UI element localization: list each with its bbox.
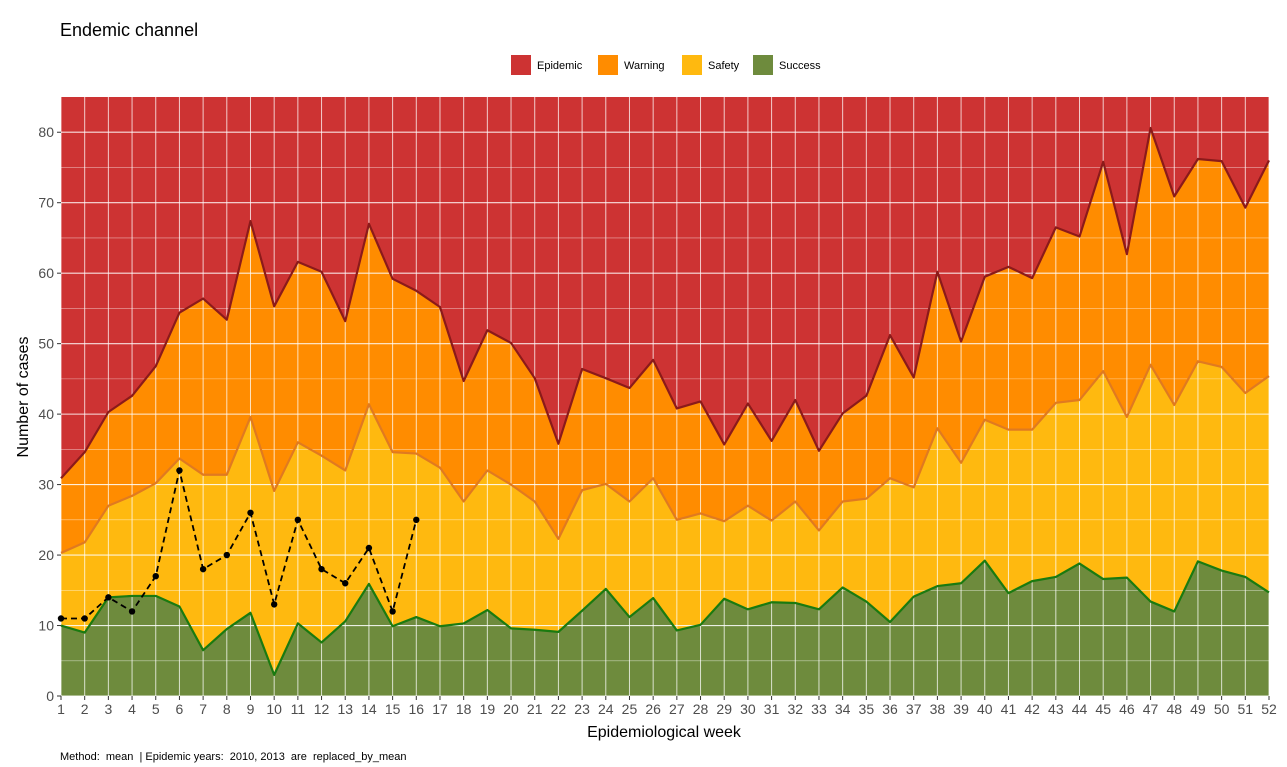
current-point bbox=[389, 608, 396, 615]
y-axis-title: Number of cases bbox=[15, 337, 32, 458]
current-point bbox=[105, 594, 112, 601]
x-tick-label: 20 bbox=[503, 701, 519, 717]
x-tick-label: 42 bbox=[1024, 701, 1040, 717]
x-tick-label: 37 bbox=[906, 701, 922, 717]
legend-key-success bbox=[753, 55, 773, 75]
x-tick-label: 25 bbox=[622, 701, 638, 717]
current-point bbox=[223, 551, 231, 559]
y-tick-label: 10 bbox=[38, 618, 54, 634]
x-tick-label: 28 bbox=[693, 701, 709, 717]
x-tick-label: 3 bbox=[104, 701, 112, 717]
x-tick-label: 43 bbox=[1048, 701, 1064, 717]
x-tick-label: 21 bbox=[527, 701, 543, 717]
x-tick-label: 35 bbox=[859, 701, 875, 717]
x-tick-label: 41 bbox=[1001, 701, 1017, 717]
y-tick-label: 30 bbox=[38, 477, 54, 493]
x-tick-label: 7 bbox=[199, 701, 207, 717]
x-tick-label: 49 bbox=[1190, 701, 1206, 717]
x-tick-label: 18 bbox=[456, 701, 472, 717]
x-tick-label: 33 bbox=[811, 701, 827, 717]
current-point bbox=[81, 615, 88, 622]
legend-key-safety bbox=[682, 55, 702, 75]
y-tick-label: 0 bbox=[46, 688, 54, 704]
band-line-safety bbox=[60, 360, 1270, 554]
current-point bbox=[152, 573, 159, 580]
caption: Method: mean | Epidemic years: 2010, 201… bbox=[60, 751, 407, 763]
current-point bbox=[247, 509, 254, 516]
x-tick-label: 23 bbox=[574, 701, 590, 717]
current-point bbox=[413, 516, 420, 524]
legend-label-safety: Safety bbox=[708, 60, 740, 72]
x-tick-label: 1 bbox=[57, 701, 65, 717]
current-point bbox=[199, 565, 207, 573]
x-tick-label: 22 bbox=[551, 701, 567, 717]
band-line-warning bbox=[60, 126, 1270, 479]
x-tick-label: 14 bbox=[361, 701, 377, 717]
x-axis-title: Epidemiological week bbox=[587, 724, 742, 741]
x-tick-label: 27 bbox=[669, 701, 685, 717]
x-tick-label: 30 bbox=[740, 701, 756, 717]
x-tick-label: 48 bbox=[1166, 701, 1182, 717]
x-tick-label: 19 bbox=[480, 701, 496, 717]
x-tick-label: 24 bbox=[598, 701, 614, 717]
current-point bbox=[128, 608, 136, 615]
x-tick-label: 31 bbox=[764, 701, 780, 717]
current-cases-series bbox=[57, 467, 420, 622]
x-tick-label: 9 bbox=[247, 701, 255, 717]
x-tick-label: 40 bbox=[977, 701, 993, 717]
x-tick-label: 17 bbox=[432, 701, 448, 717]
current-point bbox=[318, 565, 325, 573]
legend-label-success: Success bbox=[779, 60, 821, 72]
x-tick-label: 36 bbox=[882, 701, 898, 717]
x-tick-label: 34 bbox=[835, 701, 851, 717]
x-tick-label: 11 bbox=[291, 701, 306, 717]
x-tick-label: 26 bbox=[645, 701, 661, 717]
legend-key-epidemic bbox=[511, 55, 531, 75]
band-boundary-lines bbox=[60, 126, 1270, 676]
current-point bbox=[365, 544, 373, 552]
x-tick-label: 6 bbox=[176, 701, 184, 717]
y-tick-label: 60 bbox=[38, 265, 54, 281]
legend-key-warning bbox=[598, 55, 618, 75]
current-point bbox=[294, 516, 302, 524]
x-tick-label: 32 bbox=[787, 701, 803, 717]
x-tick-label: 38 bbox=[930, 701, 946, 717]
x-tick-label: 46 bbox=[1119, 701, 1135, 717]
current-point bbox=[176, 467, 183, 474]
x-tick-label: 10 bbox=[266, 701, 282, 717]
x-tick-label: 52 bbox=[1261, 701, 1277, 717]
band-line-success bbox=[60, 559, 1270, 676]
chart-title: Endemic channel bbox=[60, 20, 198, 40]
x-tick-label: 29 bbox=[716, 701, 732, 717]
x-tick-label: 15 bbox=[385, 701, 401, 717]
x-tick-label: 13 bbox=[337, 701, 353, 717]
y-tick-label: 40 bbox=[38, 406, 54, 422]
x-tick-label: 12 bbox=[314, 701, 330, 717]
y-tick-label: 80 bbox=[38, 124, 54, 140]
x-tick-label: 45 bbox=[1095, 701, 1111, 717]
current-point bbox=[270, 601, 278, 608]
y-tick-label: 70 bbox=[38, 195, 54, 211]
x-tick-label: 5 bbox=[152, 701, 160, 717]
x-tick-label: 44 bbox=[1072, 701, 1088, 717]
current-point bbox=[57, 615, 65, 622]
x-tick-label: 51 bbox=[1238, 701, 1254, 717]
current-point bbox=[342, 580, 349, 587]
x-tick-label: 16 bbox=[409, 701, 425, 717]
y-tick-label: 50 bbox=[38, 336, 54, 352]
x-tick-label: 39 bbox=[953, 701, 969, 717]
legend-label-warning: Warning bbox=[624, 60, 665, 72]
x-tick-label: 47 bbox=[1143, 701, 1159, 717]
legend-label-epidemic: Epidemic bbox=[537, 60, 583, 72]
y-tick-label: 20 bbox=[38, 547, 54, 563]
y-axis: 0 10 20 30 40 50 60 70 80 bbox=[38, 124, 61, 704]
x-tick-label: 2 bbox=[81, 701, 89, 717]
x-tick-label: 50 bbox=[1214, 701, 1230, 717]
x-axis: 1 2 3 4 5 6 7 8 9 10 11 12 13 14 15 16 17 18 19 20 21 22 23 24 2… bbox=[57, 696, 1277, 717]
x-tick-label: 8 bbox=[223, 701, 231, 717]
x-tick-label: 4 bbox=[128, 701, 136, 717]
legend: Epidemic Warning Safety Success bbox=[511, 55, 821, 75]
